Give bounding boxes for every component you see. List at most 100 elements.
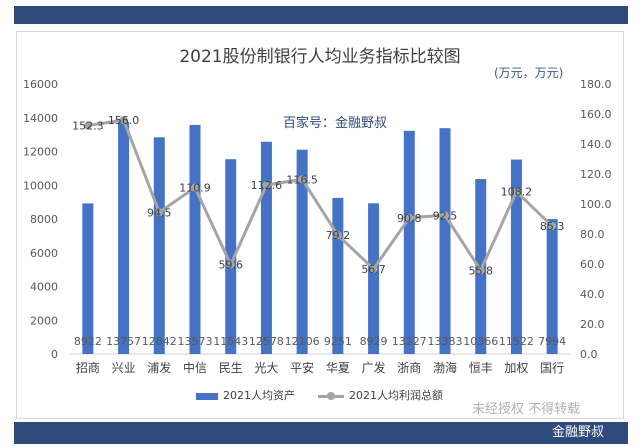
y-right-tick-label: 100.0	[580, 198, 612, 211]
legend-item-bar: 2021人均资产	[196, 388, 295, 404]
bar-value-label: 10366	[463, 335, 498, 348]
profit-point	[333, 231, 342, 240]
profit-point	[369, 264, 378, 273]
bar	[510, 159, 522, 354]
bar-value-label: 12842	[142, 335, 177, 348]
profit-point	[119, 116, 128, 124]
bar	[439, 128, 451, 354]
y-left-tick-label: 0	[51, 348, 58, 361]
profit-value-label: 55.8	[468, 264, 493, 277]
profit-point	[405, 213, 414, 222]
watermark-center: 百家号：金融野叔	[283, 116, 388, 131]
profit-point	[298, 175, 307, 184]
y-left-tick-label: 14000	[23, 112, 58, 125]
unit-label: (万元，万元)	[494, 66, 564, 80]
legend-line-label: 2021人均利润总额	[349, 389, 443, 402]
profit-point	[441, 211, 449, 220]
profit-point	[155, 208, 164, 217]
bar-value-label: 11543	[213, 335, 248, 348]
y-right-tick-label: 40.0	[580, 288, 605, 301]
category-label: 民生	[219, 361, 243, 375]
category-label: 加权	[504, 361, 528, 375]
profit-value-label: 110.9	[179, 182, 211, 195]
profit-value-label: 56.7	[361, 263, 386, 276]
profit-point	[512, 187, 521, 196]
category-label: 浦发	[147, 360, 171, 375]
chart-title: 2021股份制银行人均业务指标比较图	[179, 47, 461, 67]
bar	[118, 121, 130, 355]
footer-brand: 金融野叔	[551, 425, 604, 440]
bar	[260, 141, 272, 354]
y-left-tick-label: 4000	[30, 281, 58, 294]
category-label: 国行	[540, 361, 564, 375]
category-label: 平安	[290, 360, 314, 375]
bar-value-label: 13573	[178, 335, 213, 348]
bar-value-label: 9251	[324, 335, 352, 348]
bar	[332, 197, 344, 354]
profit-value-label: 94.5	[147, 206, 172, 219]
category-label: 兴业	[112, 361, 136, 375]
bar-value-label: 13227	[392, 335, 427, 348]
profit-value-label: 85.3	[540, 220, 565, 233]
bar	[403, 130, 415, 354]
y-right-tick-label: 20.0	[580, 318, 605, 331]
profit-point	[226, 260, 235, 269]
profit-point	[476, 266, 485, 275]
top-banner	[14, 6, 628, 24]
profit-value-label: 59.6	[218, 259, 243, 272]
profit-value-label: 112.6	[251, 179, 283, 192]
bar	[296, 149, 308, 354]
bar	[546, 219, 558, 354]
y-right-tick-label: 0.0	[580, 348, 598, 361]
legend: 2021人均资产 2021人均利润总额	[0, 388, 640, 406]
bar	[82, 203, 94, 354]
category-label: 广发	[362, 360, 386, 375]
bar	[225, 159, 237, 354]
y-right-tick-label: 80.0	[580, 228, 605, 241]
profit-value-label: 152.3	[72, 120, 104, 133]
bar-value-label: 13383	[428, 335, 463, 348]
legend-item-line: 2021人均利润总额	[318, 388, 443, 404]
y-left-tick-label: 10000	[23, 179, 58, 192]
y-right-tick-label: 140.0	[580, 138, 612, 151]
category-label: 恒丰	[469, 361, 493, 375]
profit-value-label: 90.8	[397, 212, 422, 225]
category-label: 华夏	[326, 361, 350, 375]
chart-frame	[16, 31, 624, 419]
profit-value-label: 156.0	[108, 114, 140, 127]
y-left-tick-label: 16000	[23, 78, 58, 91]
bar	[153, 137, 165, 354]
y-left-tick-label: 8000	[30, 213, 58, 226]
y-right-tick-label: 60.0	[580, 258, 605, 271]
bar	[368, 203, 380, 354]
bar-value-label: 8922	[74, 335, 102, 348]
y-left-tick-label: 2000	[30, 314, 58, 327]
legend-line-swatch	[318, 390, 344, 402]
y-left-tick-label: 6000	[30, 247, 58, 260]
profit-value-label: 92.5	[433, 209, 458, 222]
y-right-tick-label: 180.0	[580, 78, 612, 91]
bottom-banner	[14, 422, 628, 444]
profit-value-label: 79.2	[326, 229, 351, 242]
profit-point	[83, 121, 92, 130]
y-right-tick-label: 120.0	[580, 168, 612, 181]
y-right-tick-label: 160.0	[580, 108, 612, 121]
legend-bar-label: 2021人均资产	[223, 389, 295, 402]
category-label: 浙商	[397, 360, 421, 375]
profit-value-label: 108.2	[501, 186, 533, 199]
profit-point	[262, 181, 271, 190]
category-label: 招商	[76, 360, 100, 375]
watermark-bottom: 未经授权 不得转载	[472, 402, 581, 417]
category-label: 光大	[254, 361, 278, 375]
bar	[189, 124, 201, 354]
profit-line	[87, 118, 554, 272]
y-left-tick-label: 12000	[23, 146, 58, 159]
bar-value-label: 7994	[538, 335, 566, 348]
profit-point	[548, 222, 557, 231]
bar-value-label: 13757	[106, 335, 141, 348]
profit-value-label: 116.5	[286, 173, 318, 186]
category-label: 渤海	[433, 360, 457, 375]
bar-value-label: 12578	[249, 335, 284, 348]
bar-value-label: 11522	[499, 335, 534, 348]
